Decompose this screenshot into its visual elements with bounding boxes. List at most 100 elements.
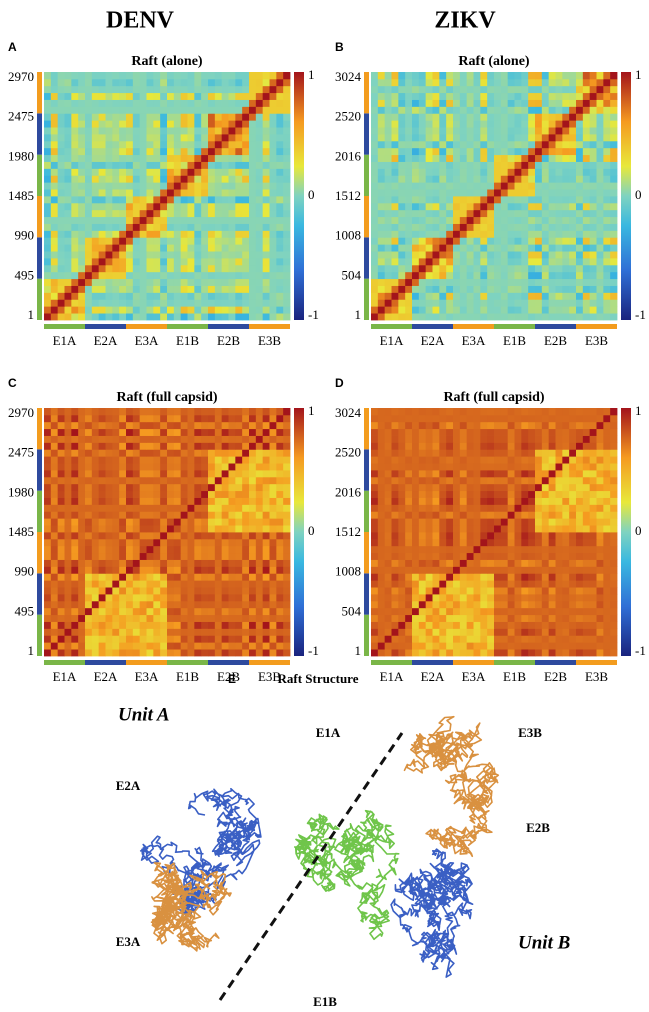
heatmap-cell	[153, 202, 161, 211]
heatmap-cell	[153, 147, 161, 156]
heatmap-cell	[201, 140, 209, 149]
heatmap-cell	[487, 251, 495, 259]
heatmap-cell	[160, 642, 168, 650]
heatmap-cell	[44, 106, 52, 114]
heatmap-cell	[283, 202, 291, 211]
heatmap-cell	[50, 635, 59, 643]
heatmap-cell	[262, 428, 270, 436]
heatmap-cell	[214, 196, 223, 204]
heatmap-cell	[98, 552, 106, 560]
heatmap-cell	[500, 552, 509, 560]
heatmap-cell	[384, 545, 392, 554]
heatmap-cell	[582, 264, 591, 273]
heatmap-cell	[180, 120, 188, 128]
panel-label: A	[8, 40, 17, 54]
heatmap-cell	[405, 175, 413, 183]
heatmap-cell	[201, 559, 209, 567]
heatmap-cell	[235, 196, 243, 204]
heatmap-cell	[405, 573, 413, 581]
heatmap-cell	[610, 72, 618, 80]
heatmap-cell	[167, 435, 175, 443]
heatmap-cell	[562, 483, 570, 492]
heatmap-cell	[582, 306, 591, 314]
heatmap-cell	[255, 442, 264, 450]
heatmap-cell	[466, 463, 474, 471]
heatmap-cell	[603, 552, 611, 560]
heatmap-cell	[105, 292, 113, 300]
heatmap-cell	[201, 642, 209, 650]
heatmap-cell	[180, 518, 188, 526]
heatmap-cell	[562, 292, 570, 300]
heatmap-cell	[487, 621, 495, 629]
heatmap-cell	[269, 463, 277, 471]
heatmap-cell	[201, 442, 209, 450]
heatmap-cell	[412, 538, 420, 547]
heatmap-cell	[112, 147, 120, 156]
heatmap-cell	[71, 244, 79, 252]
heatmap-cell	[71, 607, 79, 616]
heatmap-cell	[589, 600, 597, 609]
heatmap-cell	[194, 251, 202, 259]
heatmap-cell	[439, 538, 447, 547]
heatmap-cell	[535, 600, 543, 609]
heatmap-cell	[85, 72, 93, 80]
heatmap-cell	[562, 161, 570, 169]
heatmap-cell	[548, 628, 556, 636]
heatmap-cell	[57, 559, 65, 567]
heatmap-cell	[85, 552, 93, 560]
y-tick-label: 1	[355, 307, 362, 322]
heatmap-cell	[425, 649, 433, 657]
heatmap-cell	[85, 230, 93, 238]
heatmap-cell	[71, 587, 79, 595]
heatmap-cell	[425, 504, 433, 512]
heatmap-cell	[126, 435, 134, 443]
heatmap-cell	[146, 594, 154, 602]
heatmap-cell	[221, 285, 229, 293]
heatmap-cell	[521, 483, 529, 492]
heatmap-cell	[521, 161, 529, 169]
heatmap-cell	[167, 182, 175, 190]
heatmap-cell	[228, 504, 236, 512]
heatmap-cell	[384, 127, 392, 135]
heatmap-cell	[425, 306, 433, 314]
heatmap-cell	[541, 99, 550, 107]
heatmap-cell	[514, 264, 522, 273]
heatmap-cell	[480, 182, 488, 190]
heatmap-cell	[480, 587, 488, 595]
heatmap-cell	[173, 237, 182, 245]
heatmap-cell	[603, 518, 611, 526]
heatmap-cell	[276, 99, 284, 107]
heatmap-cell	[589, 497, 597, 505]
heatmap-cell	[255, 587, 264, 595]
heatmap-cell	[112, 428, 120, 436]
heatmap-cell	[500, 306, 509, 314]
heatmap-cell	[50, 600, 59, 609]
heatmap-cell	[487, 559, 495, 567]
heatmap-cell	[603, 134, 611, 142]
heatmap-cell	[269, 99, 277, 107]
heatmap-cell	[64, 106, 72, 114]
heatmap-cell	[50, 449, 59, 457]
heatmap-cell	[105, 470, 113, 478]
heatmap-cell	[548, 230, 556, 238]
heatmap-cell	[269, 78, 277, 87]
heatmap-cell	[78, 470, 86, 478]
heatmap-cell	[132, 306, 141, 314]
heatmap-cell	[596, 278, 604, 286]
heatmap-cell	[91, 285, 100, 293]
heatmap-cell	[132, 182, 141, 190]
heatmap-cell	[473, 134, 481, 142]
heatmap-cell	[44, 244, 52, 252]
heatmap-cell	[466, 168, 474, 176]
heatmap-cell	[146, 463, 154, 471]
heatmap-cell	[235, 587, 243, 595]
heatmap-cell	[405, 525, 413, 533]
heatmap-cell	[371, 518, 379, 526]
heatmap-cell	[412, 223, 420, 231]
heatmap-cell	[480, 209, 488, 218]
heatmap-cell	[453, 594, 461, 602]
heatmap-cell	[180, 566, 188, 574]
heatmap-cell	[167, 313, 175, 321]
heatmap-cell	[160, 244, 168, 252]
heatmap-cell	[596, 600, 604, 609]
